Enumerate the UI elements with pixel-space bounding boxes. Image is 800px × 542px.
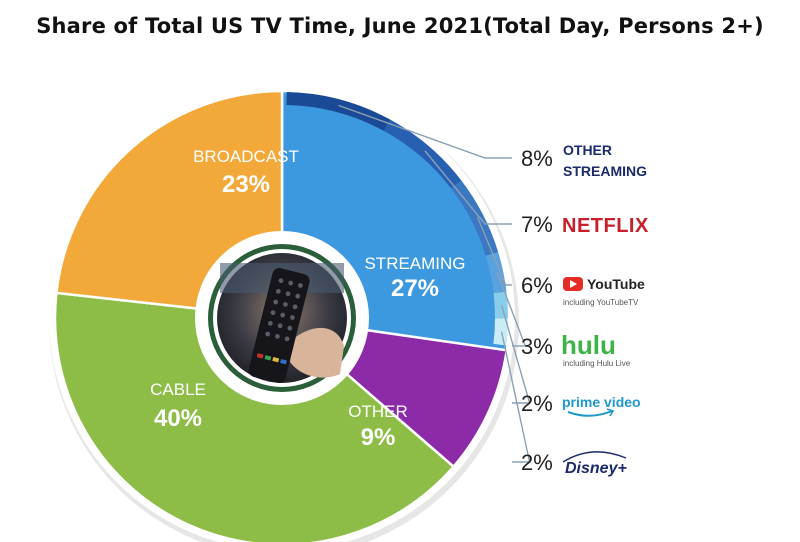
remote-button bbox=[275, 288, 281, 294]
youtube-logo: YouTube bbox=[587, 276, 645, 292]
slice-value-broadcast: 23% bbox=[222, 171, 270, 198]
disney-arc-icon bbox=[562, 451, 627, 463]
netflix-logo: NETFLIX bbox=[562, 215, 649, 237]
prime-smile-icon bbox=[567, 410, 613, 417]
slice-label-broadcast: BROADCAST bbox=[193, 147, 299, 166]
remote-button bbox=[295, 293, 301, 299]
leader-line bbox=[476, 217, 512, 286]
remote-photo bbox=[217, 253, 347, 383]
remote-color-button bbox=[256, 353, 264, 359]
streaming-ring-segment bbox=[493, 318, 508, 346]
pie-slice-cable bbox=[53, 291, 456, 542]
youtube-triangle-icon bbox=[570, 280, 577, 288]
hulu-logo: hulu bbox=[561, 330, 616, 360]
remote-button bbox=[292, 304, 298, 310]
youtube-note: including YouTubeTV bbox=[563, 298, 639, 307]
remote-button bbox=[270, 310, 276, 316]
remote-button bbox=[284, 336, 290, 342]
hulu-note: including Hulu Live bbox=[563, 359, 631, 368]
leader-line bbox=[424, 150, 512, 225]
slice-label-other: OTHER bbox=[348, 402, 408, 421]
streaming-share-value: 2% bbox=[521, 391, 553, 416]
streaming-share-value: 3% bbox=[521, 334, 553, 359]
remote-color-button bbox=[264, 355, 272, 361]
streaming-share-value: 8% bbox=[521, 146, 553, 171]
remote-button bbox=[290, 315, 295, 320]
streaming-share-value: 2% bbox=[521, 450, 553, 475]
slice-label-cable: CABLE bbox=[150, 380, 206, 399]
streaming-ring-segment bbox=[286, 92, 391, 131]
prime-video-logo: prime video bbox=[562, 394, 641, 410]
other-streaming-logo-line1: OTHER bbox=[563, 142, 612, 158]
remote-button bbox=[278, 278, 284, 284]
slice-value-cable: 40% bbox=[154, 405, 202, 432]
leader-line bbox=[500, 305, 531, 404]
leader-line bbox=[500, 331, 531, 463]
hand-shape bbox=[290, 327, 344, 378]
center-ring bbox=[195, 231, 369, 405]
remote-button bbox=[280, 312, 286, 318]
slice-value-streaming: 27% bbox=[391, 275, 439, 302]
disney-plus-logo: Disney+ bbox=[565, 460, 627, 477]
remote-button bbox=[265, 331, 271, 337]
leader-line bbox=[338, 104, 512, 159]
slice-value-other: 9% bbox=[361, 424, 396, 451]
remote-button bbox=[288, 280, 294, 286]
remote-color-button bbox=[272, 357, 280, 363]
prime-arrow-icon bbox=[606, 408, 615, 417]
streaming-share-value: 6% bbox=[521, 273, 553, 298]
remote-button bbox=[282, 302, 288, 307]
remote-button bbox=[273, 299, 279, 305]
slice-label-streaming: STREAMING bbox=[364, 254, 465, 273]
other-streaming-logo-line2: STREAMING bbox=[563, 163, 647, 179]
remote-color-button bbox=[280, 358, 287, 365]
remote-button bbox=[287, 325, 293, 331]
remote-button bbox=[267, 320, 273, 326]
remote-button bbox=[285, 291, 291, 297]
remote-button bbox=[298, 283, 303, 288]
leader-line bbox=[496, 272, 527, 347]
remote-button bbox=[275, 334, 280, 339]
chart-title: Share of Total US TV Time, June 2021(Tot… bbox=[36, 14, 764, 38]
remote-button bbox=[277, 323, 283, 329]
streaming-share-value: 7% bbox=[521, 212, 553, 237]
streaming-ring-segment bbox=[493, 291, 509, 319]
